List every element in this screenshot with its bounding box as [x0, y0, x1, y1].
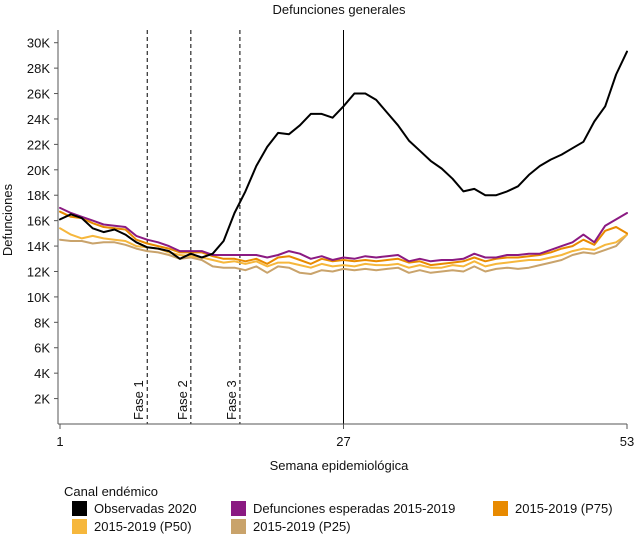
- legend-swatch: [72, 501, 87, 516]
- y-tick-label: 2K: [34, 392, 50, 407]
- legend-item-observadas: Observadas 2020: [72, 501, 197, 516]
- legend-label: Defunciones esperadas 2015-2019: [253, 501, 456, 516]
- y-tick-label: 20K: [27, 163, 50, 178]
- phase-label: Fase 1: [131, 380, 146, 420]
- legend: Canal endémico Observadas 2020 Defuncion…: [0, 484, 634, 538]
- legend-swatch: [231, 501, 246, 516]
- legend-label: 2015-2019 (P50): [94, 519, 192, 534]
- x-tick-label: 27: [336, 434, 350, 449]
- series-line-2: [59, 210, 628, 267]
- series-line-1: [59, 206, 628, 263]
- legend-item-p50: 2015-2019 (P50): [72, 519, 192, 534]
- reference-lines: Fase 1 Fase 2 Fase 3: [131, 30, 344, 424]
- y-tick-label: 8K: [34, 315, 50, 330]
- y-axis-label: Defunciones: [0, 183, 15, 256]
- axes: [57, 30, 627, 425]
- series-line-0: [59, 50, 628, 260]
- legend-item-p25: 2015-2019 (P25): [231, 519, 351, 534]
- x-axis-label: Semana epidemiológica: [270, 458, 410, 473]
- legend-item-p75: 2015-2019 (P75): [493, 501, 613, 516]
- chart: Defunciones generales 2K 4K 6K 8K 10K 12K 14K 1…: [0, 2, 634, 473]
- chart-title: Defunciones generales: [273, 2, 406, 17]
- y-tick-label: 12K: [27, 264, 50, 279]
- y-tick-label: 28K: [27, 61, 50, 76]
- legend-swatch: [493, 501, 508, 516]
- phase-label: Fase 3: [224, 380, 239, 420]
- phase-label: Fase 2: [175, 380, 190, 420]
- legend-swatch: [72, 519, 87, 534]
- y-tick-label: 26K: [27, 87, 50, 102]
- y-tick-label: 10K: [27, 290, 50, 305]
- x-tick-label: 53: [620, 434, 634, 449]
- y-tick-label: 4K: [34, 366, 50, 381]
- x-tick-label: 1: [56, 434, 63, 449]
- y-tick-label: 24K: [27, 112, 50, 127]
- legend-label: Observadas 2020: [94, 501, 197, 516]
- y-axis-ticks: 2K 4K 6K 8K 10K 12K 14K 16K 18K 20K 22K 24K 26K 28K 30…: [27, 36, 634, 449]
- legend-swatch: [231, 519, 246, 534]
- y-tick-label: 22K: [27, 137, 50, 152]
- series-lines: [59, 50, 628, 275]
- legend-item-esperadas: Defunciones esperadas 2015-2019: [231, 501, 455, 516]
- legend-title: Canal endémico: [64, 484, 158, 499]
- y-tick-label: 30K: [27, 36, 50, 51]
- series-line-4: [59, 233, 628, 275]
- y-tick-label: 16K: [27, 214, 50, 229]
- legend-label: 2015-2019 (P75): [515, 501, 613, 516]
- y-tick-label: 18K: [27, 188, 50, 203]
- legend-label: 2015-2019 (P25): [253, 519, 351, 534]
- y-tick-label: 14K: [27, 239, 50, 254]
- y-tick-label: 6K: [34, 341, 50, 356]
